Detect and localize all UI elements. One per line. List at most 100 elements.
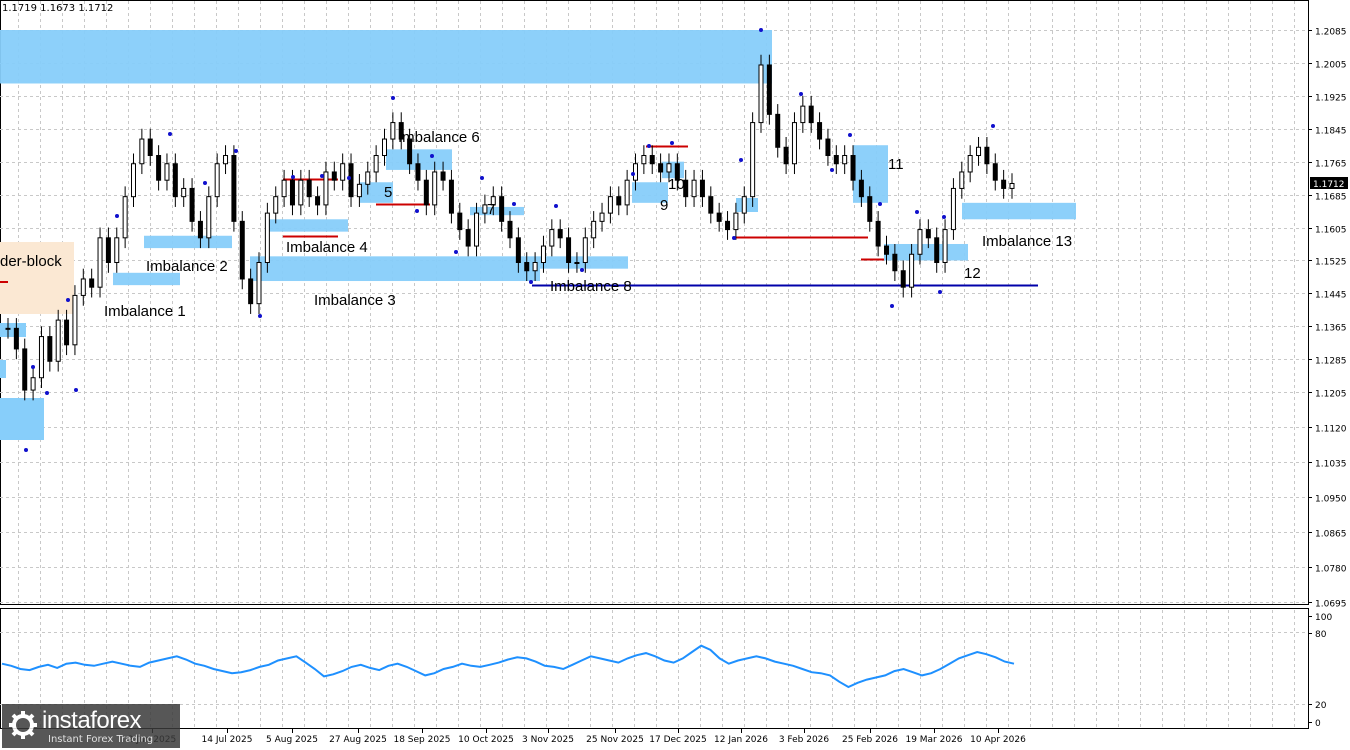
price-tick-label: 1.1765 [1315,160,1347,170]
ohlc-header: 1.1719 1.1673 1.1712 [2,3,114,14]
order-block-zone [0,242,74,314]
candle-body [942,229,948,264]
candle-body [356,183,362,198]
candle-body [758,64,764,124]
candle-body [549,229,555,247]
fractal-dot [258,314,262,318]
time-label: 25 Nov 2025 [586,735,644,745]
candle-body [373,155,379,173]
candle-body [566,237,572,264]
price-tick-label: 1.2085 [1315,28,1347,38]
candle-body [499,196,505,222]
annotation-imb5: 5 [384,184,392,201]
annotation-imb13: Imbalance 13 [982,233,1072,250]
candle-body [507,220,513,239]
candle-body [976,146,982,157]
candle-body [992,163,998,181]
candle-body [131,163,136,198]
candle-body [917,229,923,255]
candle-body [156,155,162,181]
price-tick-label: 1.0780 [1315,565,1347,575]
imbalance-zone-small [736,198,758,212]
imbalance-zone [0,30,772,84]
fractal-dot [991,124,995,128]
fractal-dot [480,176,484,180]
candle-body [440,171,446,181]
price-tick-label: 1.1525 [1315,258,1347,268]
rsi-line [1,644,1015,689]
candle-body [591,220,597,239]
current-price-label: 1.1712 [1313,180,1345,190]
annotation-imb2: Imbalance 2 [146,258,228,275]
price-tick-label: 1.0865 [1315,530,1347,540]
candle-body [55,319,61,362]
price-tick-label: 1.1845 [1315,127,1347,137]
candle-body [950,187,956,231]
instaforex-logo: instaforex Instant Forex Trading [2,704,180,748]
candle-body [331,171,337,181]
candle-body [699,179,705,198]
candle-body [281,179,287,198]
annotation-imb6: Imbalance 6 [398,129,480,146]
fractal-dot [830,168,834,172]
candle-body [465,229,471,247]
logo-tagline: Instant Forex Trading [48,734,154,745]
fractal-dot [878,202,882,206]
imbalance-zone [853,145,888,203]
candle-body [783,146,789,165]
imbalance-zone [632,182,668,203]
candle-body [5,327,11,330]
candle-body [766,64,772,115]
annotation-imb10: 10 [668,176,685,193]
candle-body [189,187,195,222]
fractal-dot [391,96,395,100]
candle-body [72,294,78,346]
price-tick-label: 1.1120 [1315,425,1347,435]
candle-body [909,253,915,288]
candle-body [214,163,220,198]
price-tick-label: 1.1685 [1315,193,1347,203]
imbalance-zone [470,206,524,216]
price-tick-label: 1.1035 [1315,460,1347,470]
candle-body [540,245,546,264]
candle-body [574,262,580,265]
annotation-imb12: 12 [964,265,981,282]
fractal-dot [320,174,324,178]
candle-body [181,187,187,198]
fractal-dot [670,141,674,145]
fractal-dot [580,268,584,272]
fractal-dot [890,304,894,308]
candle-body [147,138,153,157]
fractal-dot [115,214,119,218]
time-label: 17 Dec 2025 [649,735,707,745]
price-tick-label: 1.1285 [1315,357,1347,367]
main-panel-frame [0,0,1309,605]
annotation-imb1: Imbalance 1 [104,303,186,320]
candles [5,54,1015,401]
candle-body [708,196,714,214]
candle-body [716,212,722,222]
candle-body [775,113,781,148]
imbalance-zone-left-small2 [0,360,6,378]
candle-body [515,237,521,264]
candle-body [967,155,973,173]
candle-body [607,196,613,214]
time-label: 14 Jul 2025 [202,735,253,745]
fractal-dot [66,298,70,302]
candle-body [315,196,321,206]
price-tick-label: 1.0950 [1315,495,1347,505]
time-label: 27 Aug 2025 [329,735,387,745]
candle-body [89,278,95,288]
candle-body [289,179,295,206]
candle-body [582,237,588,264]
imbalance-zone [113,272,180,286]
imbalance-zone-left [0,398,44,440]
annotation-imb9: 9 [660,197,668,214]
candle-body [298,179,304,206]
annotation-imb4: Imbalance 4 [286,239,368,256]
candle-body [808,105,814,124]
fractal-dot [512,202,516,206]
candle-body [1001,179,1007,189]
